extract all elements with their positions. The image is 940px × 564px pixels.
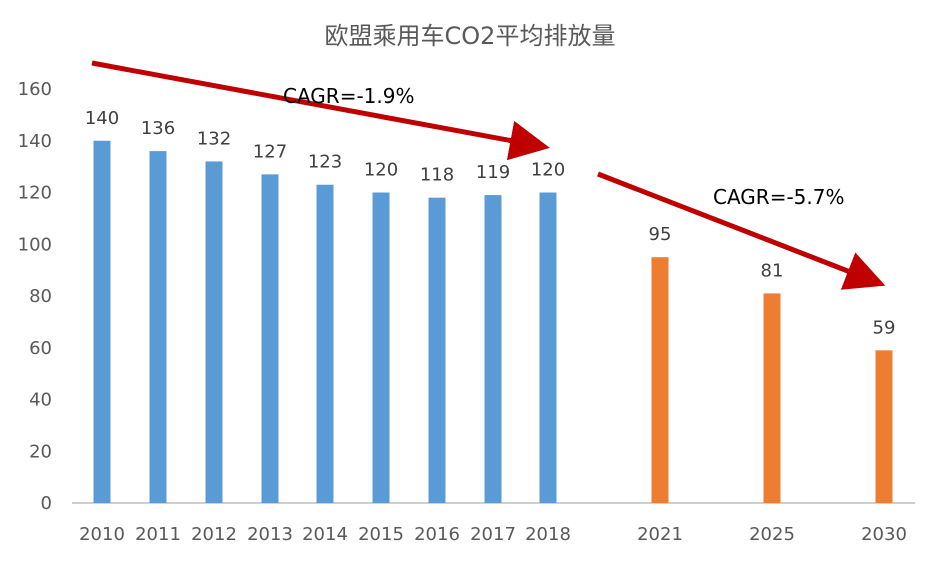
x-tick-label: 2030 [861, 524, 907, 545]
y-tick-label: 80 [29, 286, 52, 307]
y-tick-label: 140 [18, 131, 52, 152]
x-tick-label: 2014 [302, 524, 348, 545]
bar [484, 195, 502, 503]
x-tick-label: 2016 [414, 524, 460, 545]
bar [261, 174, 279, 503]
x-tick-label: 2018 [525, 524, 571, 545]
bar-data-label: 132 [197, 128, 231, 149]
bar-data-label: 95 [649, 224, 672, 245]
bar-data-label: 119 [476, 162, 510, 183]
trend-arrow [597, 171, 886, 290]
axes: 0 20 40 60 80 100 120 140 160 2010 2011 2012 2013 201… [18, 79, 915, 545]
x-tick-label: 2010 [79, 524, 125, 545]
bar [875, 350, 893, 503]
data-labels: 140 136 132 127 123 120 118 119 120 95 81 59 [85, 108, 896, 339]
bar [651, 257, 669, 503]
bar-data-label: 140 [85, 108, 119, 129]
bar [205, 161, 223, 503]
trend-arrow [91, 60, 550, 161]
bar-data-label: 59 [873, 317, 896, 338]
bar [93, 140, 111, 503]
bar [428, 197, 446, 504]
bar [149, 151, 167, 503]
bars [93, 140, 893, 504]
bar-data-label: 123 [308, 152, 342, 173]
bar [763, 293, 781, 503]
x-tick-label: 2015 [358, 524, 404, 545]
bar-data-label: 136 [141, 118, 175, 139]
bar [372, 192, 390, 503]
annotations: CAGR=-1.9% CAGR=-5.7% [91, 60, 886, 290]
x-tick-label: 2025 [749, 524, 795, 545]
bar-data-label: 127 [253, 141, 287, 162]
bar [539, 192, 557, 503]
bar [316, 184, 334, 504]
cagr-annotation: CAGR=-5.7% [713, 185, 844, 209]
x-tick-label: 2013 [247, 524, 293, 545]
y-tick-label: 60 [29, 338, 52, 359]
x-tick-label: 2011 [135, 524, 181, 545]
y-tick-label: 20 [29, 441, 52, 462]
y-tick-label: 40 [29, 390, 52, 411]
bar-data-label: 118 [420, 165, 454, 186]
bar-data-label: 120 [364, 160, 398, 181]
x-tick-label: 2012 [191, 524, 237, 545]
cagr-annotation: CAGR=-1.9% [283, 84, 414, 108]
bar-data-label: 81 [761, 260, 784, 281]
y-tick-label: 100 [18, 234, 52, 255]
chart-title: 欧盟乘用车CO2平均排放量 [325, 22, 616, 50]
x-tick-label: 2017 [470, 524, 516, 545]
bar-data-label: 120 [531, 160, 565, 181]
y-tick-label: 160 [18, 79, 52, 100]
x-tick-label: 2021 [637, 524, 683, 545]
y-tick-label: 0 [41, 493, 52, 514]
y-tick-label: 120 [18, 183, 52, 204]
